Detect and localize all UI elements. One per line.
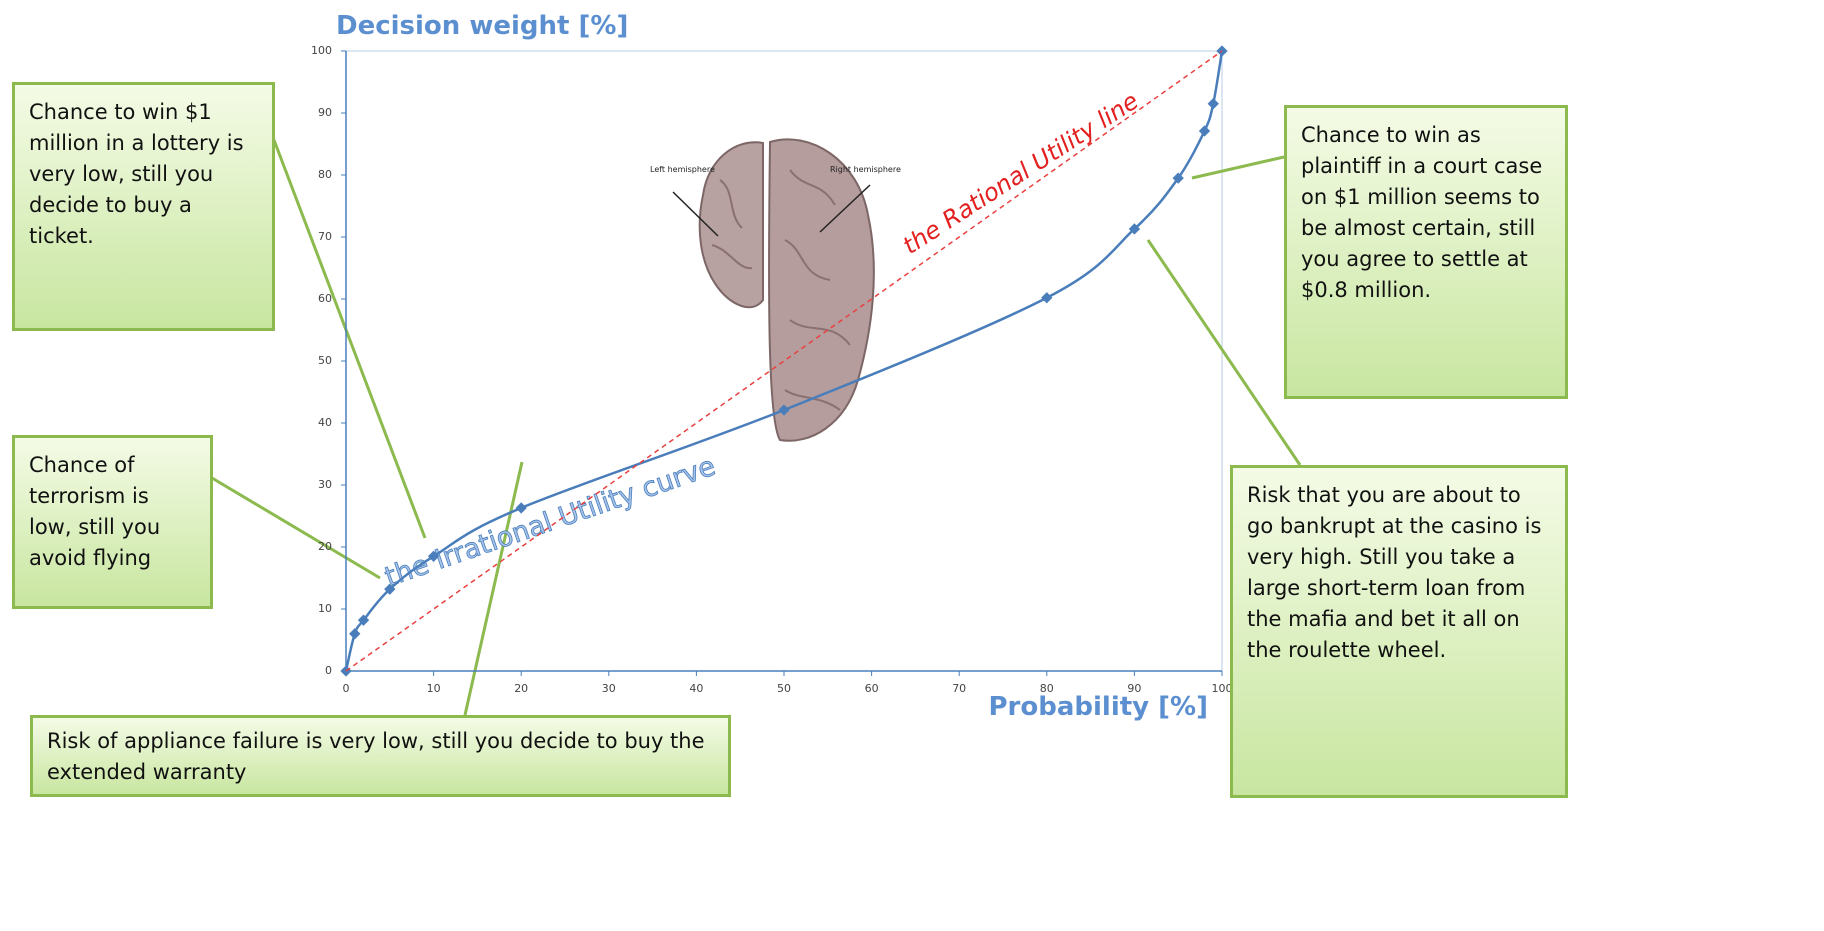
- y-tick-label: 10: [318, 602, 332, 615]
- y-tick-label: 20: [318, 540, 332, 553]
- x-tick-label: 60: [865, 682, 879, 695]
- y-tick-label: 40: [318, 416, 332, 429]
- data-point: [516, 502, 527, 513]
- y-tick-label: 30: [318, 478, 332, 491]
- y-tick-label: 0: [325, 664, 332, 677]
- callout: Risk of appliance failure is very low, s…: [30, 715, 731, 797]
- y-tick-label: 50: [318, 354, 332, 367]
- y-tick-label: 80: [318, 168, 332, 181]
- rational-line-label: the Rational Utility line: [898, 87, 1144, 260]
- x-tick-label: 70: [952, 682, 966, 695]
- y-tick-label: 70: [318, 230, 332, 243]
- x-tick-label: 90: [1127, 682, 1141, 695]
- irrational-curve-label: the Irrational Utility curve: [381, 451, 719, 593]
- data-point: [1041, 292, 1052, 303]
- brain-label: Right hemisphere: [830, 165, 901, 174]
- y-tick-label: 100: [311, 44, 332, 57]
- y-axis-title: Decision weight [%]: [336, 11, 628, 41]
- x-tick-label: 40: [689, 682, 703, 695]
- page: {"chart_data": {"type": "line", "title":…: [0, 0, 1824, 931]
- y-tick-label: 90: [318, 106, 332, 119]
- x-tick-label: 30: [602, 682, 616, 695]
- x-tick-label: 10: [427, 682, 441, 695]
- x-tick-label: 20: [514, 682, 528, 695]
- callout: Chance to win $1 million in a lottery is…: [12, 82, 275, 331]
- data-point: [1208, 98, 1219, 109]
- x-tick-label: 0: [343, 682, 350, 695]
- callout: Chance to win as plaintiff in a court ca…: [1284, 105, 1568, 399]
- callout: Risk that you are about to go bankrupt a…: [1230, 465, 1568, 798]
- x-tick-label: 50: [777, 682, 791, 695]
- x-tick-label: 80: [1040, 682, 1054, 695]
- data-point: [349, 628, 360, 639]
- data-point: [1199, 125, 1210, 136]
- brain-label: Left hemisphere: [650, 165, 715, 174]
- x-axis-title: Probability [%]: [989, 692, 1209, 722]
- callout: Chance of terrorism is low, still you av…: [12, 435, 213, 609]
- brain-illustration: [673, 139, 874, 440]
- y-tick-label: 60: [318, 292, 332, 305]
